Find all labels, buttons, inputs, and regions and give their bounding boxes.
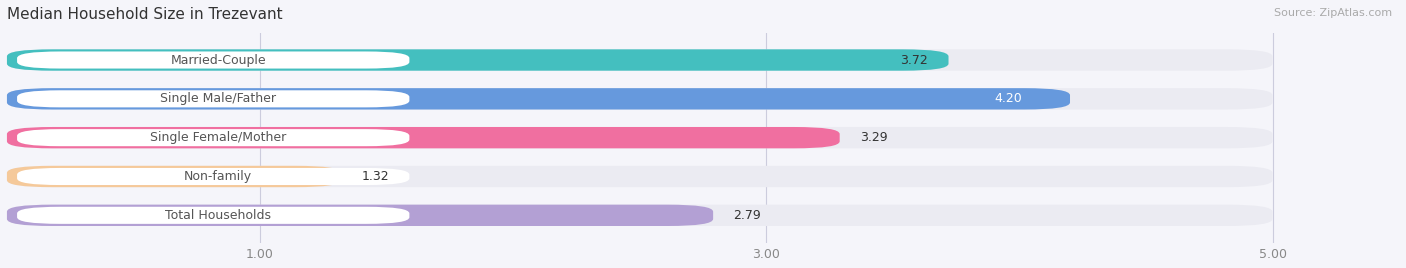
FancyBboxPatch shape <box>17 168 409 185</box>
FancyBboxPatch shape <box>7 49 949 71</box>
FancyBboxPatch shape <box>7 88 1272 110</box>
FancyBboxPatch shape <box>17 90 409 107</box>
FancyBboxPatch shape <box>7 205 713 226</box>
Text: Single Male/Father: Single Male/Father <box>160 92 277 105</box>
FancyBboxPatch shape <box>7 205 1272 226</box>
Text: Total Households: Total Households <box>166 209 271 222</box>
Text: 1.32: 1.32 <box>361 170 389 183</box>
Text: Single Female/Mother: Single Female/Mother <box>150 131 287 144</box>
Text: Married-Couple: Married-Couple <box>170 54 266 66</box>
FancyBboxPatch shape <box>17 51 409 69</box>
Text: Median Household Size in Trezevant: Median Household Size in Trezevant <box>7 7 283 22</box>
Text: Source: ZipAtlas.com: Source: ZipAtlas.com <box>1274 8 1392 18</box>
FancyBboxPatch shape <box>7 88 1070 110</box>
Text: Non-family: Non-family <box>184 170 252 183</box>
FancyBboxPatch shape <box>7 166 1272 187</box>
FancyBboxPatch shape <box>17 129 409 146</box>
Text: 3.72: 3.72 <box>900 54 928 66</box>
Text: 3.29: 3.29 <box>860 131 887 144</box>
FancyBboxPatch shape <box>950 92 1064 106</box>
Text: 4.20: 4.20 <box>994 92 1022 105</box>
FancyBboxPatch shape <box>7 127 1272 148</box>
FancyBboxPatch shape <box>7 49 1272 71</box>
FancyBboxPatch shape <box>17 207 409 224</box>
FancyBboxPatch shape <box>7 166 342 187</box>
FancyBboxPatch shape <box>7 127 839 148</box>
Text: 2.79: 2.79 <box>734 209 761 222</box>
